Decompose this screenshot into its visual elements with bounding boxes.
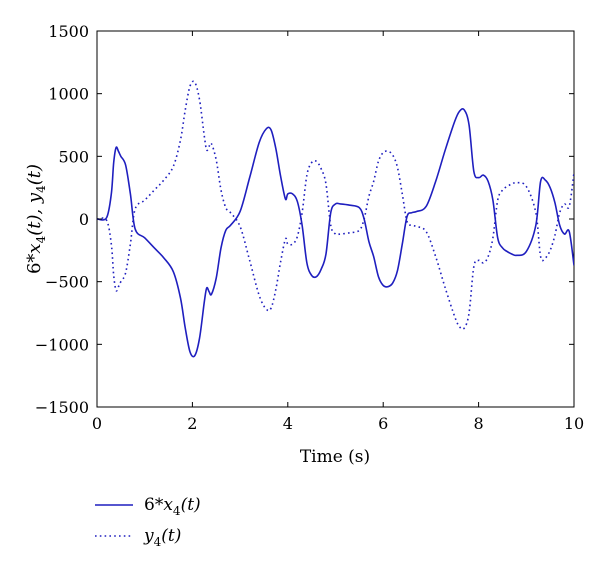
y-label-part-e: y (24, 192, 45, 204)
y-label-part-d: (t), (24, 203, 45, 236)
y-tick-label: 1000 (48, 85, 89, 104)
y-tick-label: −500 (45, 273, 89, 292)
x-tick-label: 2 (187, 414, 197, 433)
y-axis-label: 6*x4(t), y4(t) (24, 164, 48, 274)
x-tick-label: 4 (283, 414, 293, 433)
plot-area: 0 2 4 6 8 10 −1500 −1000 −500 0 500 1000 1500 (35, 22, 584, 433)
y-tick-label: 500 (58, 147, 89, 166)
x-tick-label: 10 (564, 414, 584, 433)
x-tick-label: 8 (474, 414, 484, 433)
axis-ticks: 0 2 4 6 8 10 −1500 −1000 −500 0 500 1000 1500 (35, 22, 584, 433)
y-label-part-b: x (24, 243, 45, 253)
legend-label-x4: 6*x4(t) (144, 495, 201, 518)
x-tick-label: 0 (92, 414, 102, 433)
series-line-x4 (97, 108, 574, 358)
y-tick-label: −1500 (35, 398, 89, 417)
series-line-y4 (97, 80, 574, 330)
x-tick-label: 6 (378, 414, 388, 433)
y-label-part-f: 4 (34, 185, 48, 193)
legend-label-y4: y4(t) (143, 526, 181, 549)
y-label-part-c: 4 (34, 235, 48, 243)
y-label-part-a: 6* (24, 254, 45, 274)
axes-frame (96, 30, 575, 408)
x-axis-label: Time (s) (300, 447, 370, 467)
y-label-part-g: (t) (24, 164, 45, 185)
legend: 6*x4(t) y4(t) (95, 495, 201, 549)
y-tick-label: 0 (79, 210, 89, 229)
y-tick-label: 1500 (48, 22, 89, 41)
y-tick-label: −1000 (35, 335, 89, 354)
